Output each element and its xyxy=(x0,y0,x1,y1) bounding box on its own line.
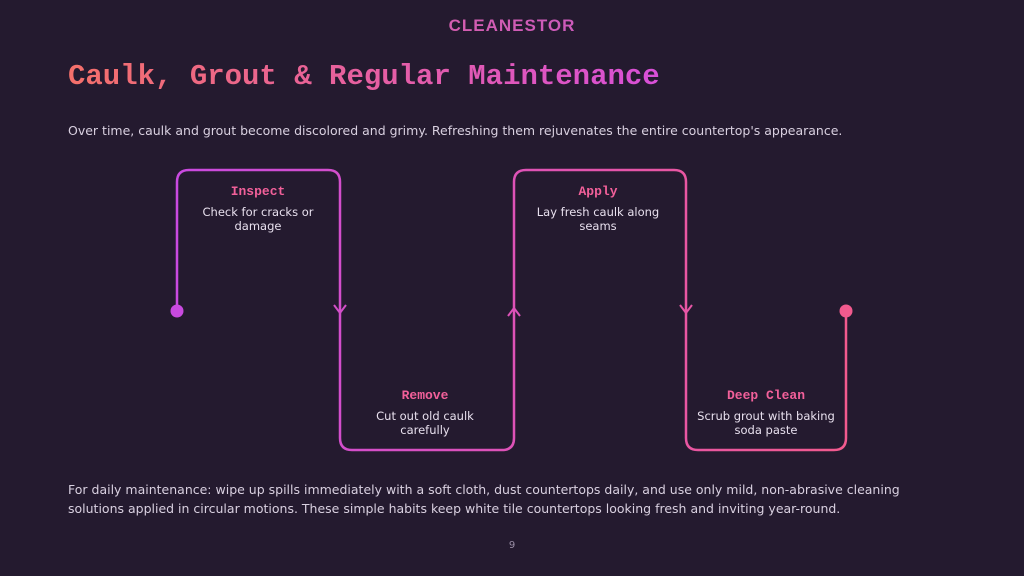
footer-text: For daily maintenance: wipe up spills im… xyxy=(68,482,900,516)
step: Remove Cut out old caulk carefully xyxy=(350,388,500,437)
arrow-down xyxy=(333,304,347,315)
step-title: Apply xyxy=(578,184,618,199)
step-description: Scrub grout with baking soda paste xyxy=(697,409,835,437)
step: Apply Lay fresh caulk along seams xyxy=(523,184,673,233)
logo: CLEANESTOR xyxy=(0,16,1024,36)
step-title: Deep Clean xyxy=(726,388,805,403)
end-dot xyxy=(839,304,853,318)
step-description: Lay fresh caulk along seams xyxy=(536,205,660,233)
slide-title: Caulk, Grout & Regular Maintenance xyxy=(68,60,660,93)
step-title: Inspect xyxy=(230,184,286,199)
step-title: Remove xyxy=(401,388,449,403)
start-dot xyxy=(170,304,184,318)
step: Deep Clean Scrub grout with baking soda … xyxy=(691,388,841,437)
step-description: Check for cracks or damage xyxy=(202,205,314,233)
arrow-up xyxy=(507,306,521,317)
step: Inspect Check for cracks or damage xyxy=(183,184,333,233)
page-number: 9 xyxy=(508,540,516,551)
connector-line xyxy=(175,168,848,452)
arrow-down xyxy=(679,304,693,315)
step-description: Cut out old caulk carefully xyxy=(376,409,474,437)
intro-text: Over time, caulk and grout become discol… xyxy=(68,123,843,138)
